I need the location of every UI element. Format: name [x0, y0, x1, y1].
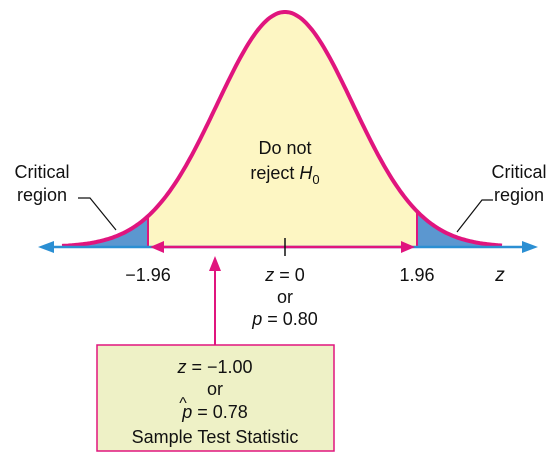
box-caption: Sample Test Statistic: [132, 427, 299, 447]
box-phat-value: p = 0.78: [181, 402, 248, 422]
right-critical-label-line2: region: [494, 185, 544, 205]
z-axis-left-arrowhead: [38, 241, 54, 253]
left-critical-region-fill: [62, 216, 148, 247]
left-critical-value: −1.96: [125, 265, 171, 285]
acceptance-label-line1: Do not: [258, 138, 311, 158]
test-statistic-box: [96, 344, 335, 452]
right-region-leader-line: [456, 199, 493, 233]
right-critical-label-line1: Critical: [491, 162, 546, 182]
left-critical-label-line2: region: [17, 185, 67, 205]
center-z-value: z = 0: [264, 265, 305, 285]
acceptance-label-line2: reject H0: [250, 163, 319, 187]
left-region-leader-line: [78, 197, 117, 231]
right-critical-value: 1.96: [399, 265, 434, 285]
test-statistic-pointer-arrowhead: [209, 256, 221, 271]
normal-curve: [61, 10, 503, 248]
box-z-value: z = −1.00: [176, 357, 252, 377]
z-axis-right-arrowhead: [522, 241, 538, 253]
acceptance-region-fill: [148, 12, 417, 247]
axis-variable-label: z: [494, 265, 505, 286]
box-phat-hat: ^: [179, 395, 187, 412]
right-critical-region-fill: [417, 211, 502, 247]
acceptance-arrow-right-head: [401, 241, 415, 253]
acceptance-arrow-left-head: [150, 241, 164, 253]
left-critical-label-line1: Critical: [14, 162, 69, 182]
center-or-label: or: [277, 287, 293, 307]
center-p-value: p = 0.80: [251, 309, 318, 329]
box-or-label: or: [207, 379, 223, 399]
